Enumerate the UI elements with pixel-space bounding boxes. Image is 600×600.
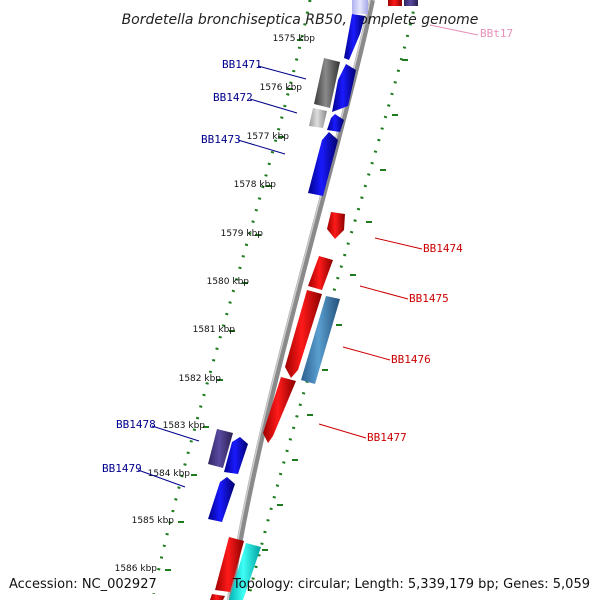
gene-bb1477[interactable] bbox=[263, 377, 296, 443]
gene-label-bb1477[interactable]: BB1477 bbox=[367, 431, 407, 444]
gene-label-bb1471[interactable]: BB1471 bbox=[222, 58, 262, 71]
kbp-label: 1585 kbp bbox=[132, 516, 175, 526]
gene-label-bb1479[interactable]: BB1479 bbox=[102, 462, 142, 475]
gene-red-bottom-2[interactable] bbox=[210, 594, 225, 600]
kbp-labels: 1575 kbp 1576 kbp 1577 kbp 1578 kbp 1579… bbox=[115, 34, 316, 574]
gene-bb1478-fwd[interactable] bbox=[224, 437, 248, 474]
gene-bb1472[interactable] bbox=[309, 108, 327, 128]
gene-label-bb1474[interactable]: BB1474 bbox=[423, 242, 463, 255]
gene-label-bbt17[interactable]: BBt17 bbox=[480, 27, 513, 40]
gene-bb1472-fwd[interactable] bbox=[327, 114, 344, 132]
kbp-label: 1578 kbp bbox=[234, 180, 277, 190]
gene-red-bottom-1[interactable] bbox=[215, 537, 244, 592]
outer-tick-ring bbox=[246, 0, 418, 600]
gene-bb1473[interactable] bbox=[308, 132, 338, 196]
gene-cyan-bottom[interactable] bbox=[229, 543, 261, 600]
kbp-label: 1586 kbp bbox=[115, 564, 158, 574]
footer-bg-left bbox=[6, 573, 158, 593]
accession-text: Accession: NC_002927 bbox=[9, 577, 157, 592]
gene-label-bb1475[interactable]: BB1475 bbox=[409, 292, 449, 305]
genome-backbone bbox=[227, 0, 375, 600]
gene-label-bb1473[interactable]: BB1473 bbox=[201, 133, 241, 146]
kbp-label: 1584 kbp bbox=[148, 469, 191, 479]
kbp-label: 1575 kbp bbox=[273, 34, 316, 44]
kbp-label: 1582 kbp bbox=[179, 374, 222, 384]
kbp-label: 1580 kbp bbox=[207, 277, 250, 287]
gene-top-lavender[interactable] bbox=[352, 0, 368, 14]
genome-title: Bordetella bronchiseptica RB50, complete… bbox=[122, 12, 479, 28]
gene-bb1476[interactable] bbox=[301, 296, 340, 384]
genome-summary-text: Topology: circular; Length: 5,339,179 bp… bbox=[232, 577, 590, 592]
kbp-label: 1583 kbp bbox=[163, 421, 206, 431]
gene-bb1478[interactable] bbox=[208, 429, 233, 468]
gene-top-blue[interactable] bbox=[344, 14, 365, 60]
gene-label-bb1478[interactable]: BB1478 bbox=[116, 418, 156, 431]
gene-bb1471-fwd[interactable] bbox=[332, 64, 356, 112]
gene-bb1475a[interactable] bbox=[308, 256, 333, 290]
gene-bb1471[interactable] bbox=[314, 58, 340, 108]
footer-bg-right bbox=[256, 573, 594, 593]
leader-lines bbox=[137, 24, 479, 488]
major-ticks bbox=[165, 39, 408, 571]
kbp-label: 1581 kbp bbox=[193, 325, 236, 335]
gene-labels: BB1471 BB1472 BB1473 BB1478 BB1479 BB147… bbox=[102, 27, 513, 475]
kbp-label: 1579 kbp bbox=[221, 229, 264, 239]
kbp-label: 1577 kbp bbox=[247, 132, 290, 142]
gene-bb1475b[interactable] bbox=[285, 290, 322, 378]
feature-bbt17[interactable] bbox=[388, 0, 418, 6]
gene-label-bb1472[interactable]: BB1472 bbox=[213, 91, 253, 104]
gene-bb1479[interactable] bbox=[208, 477, 235, 522]
gene-bb1474[interactable] bbox=[327, 212, 345, 239]
gene-label-bb1476[interactable]: BB1476 bbox=[391, 353, 431, 366]
kbp-label: 1576 kbp bbox=[260, 83, 303, 93]
